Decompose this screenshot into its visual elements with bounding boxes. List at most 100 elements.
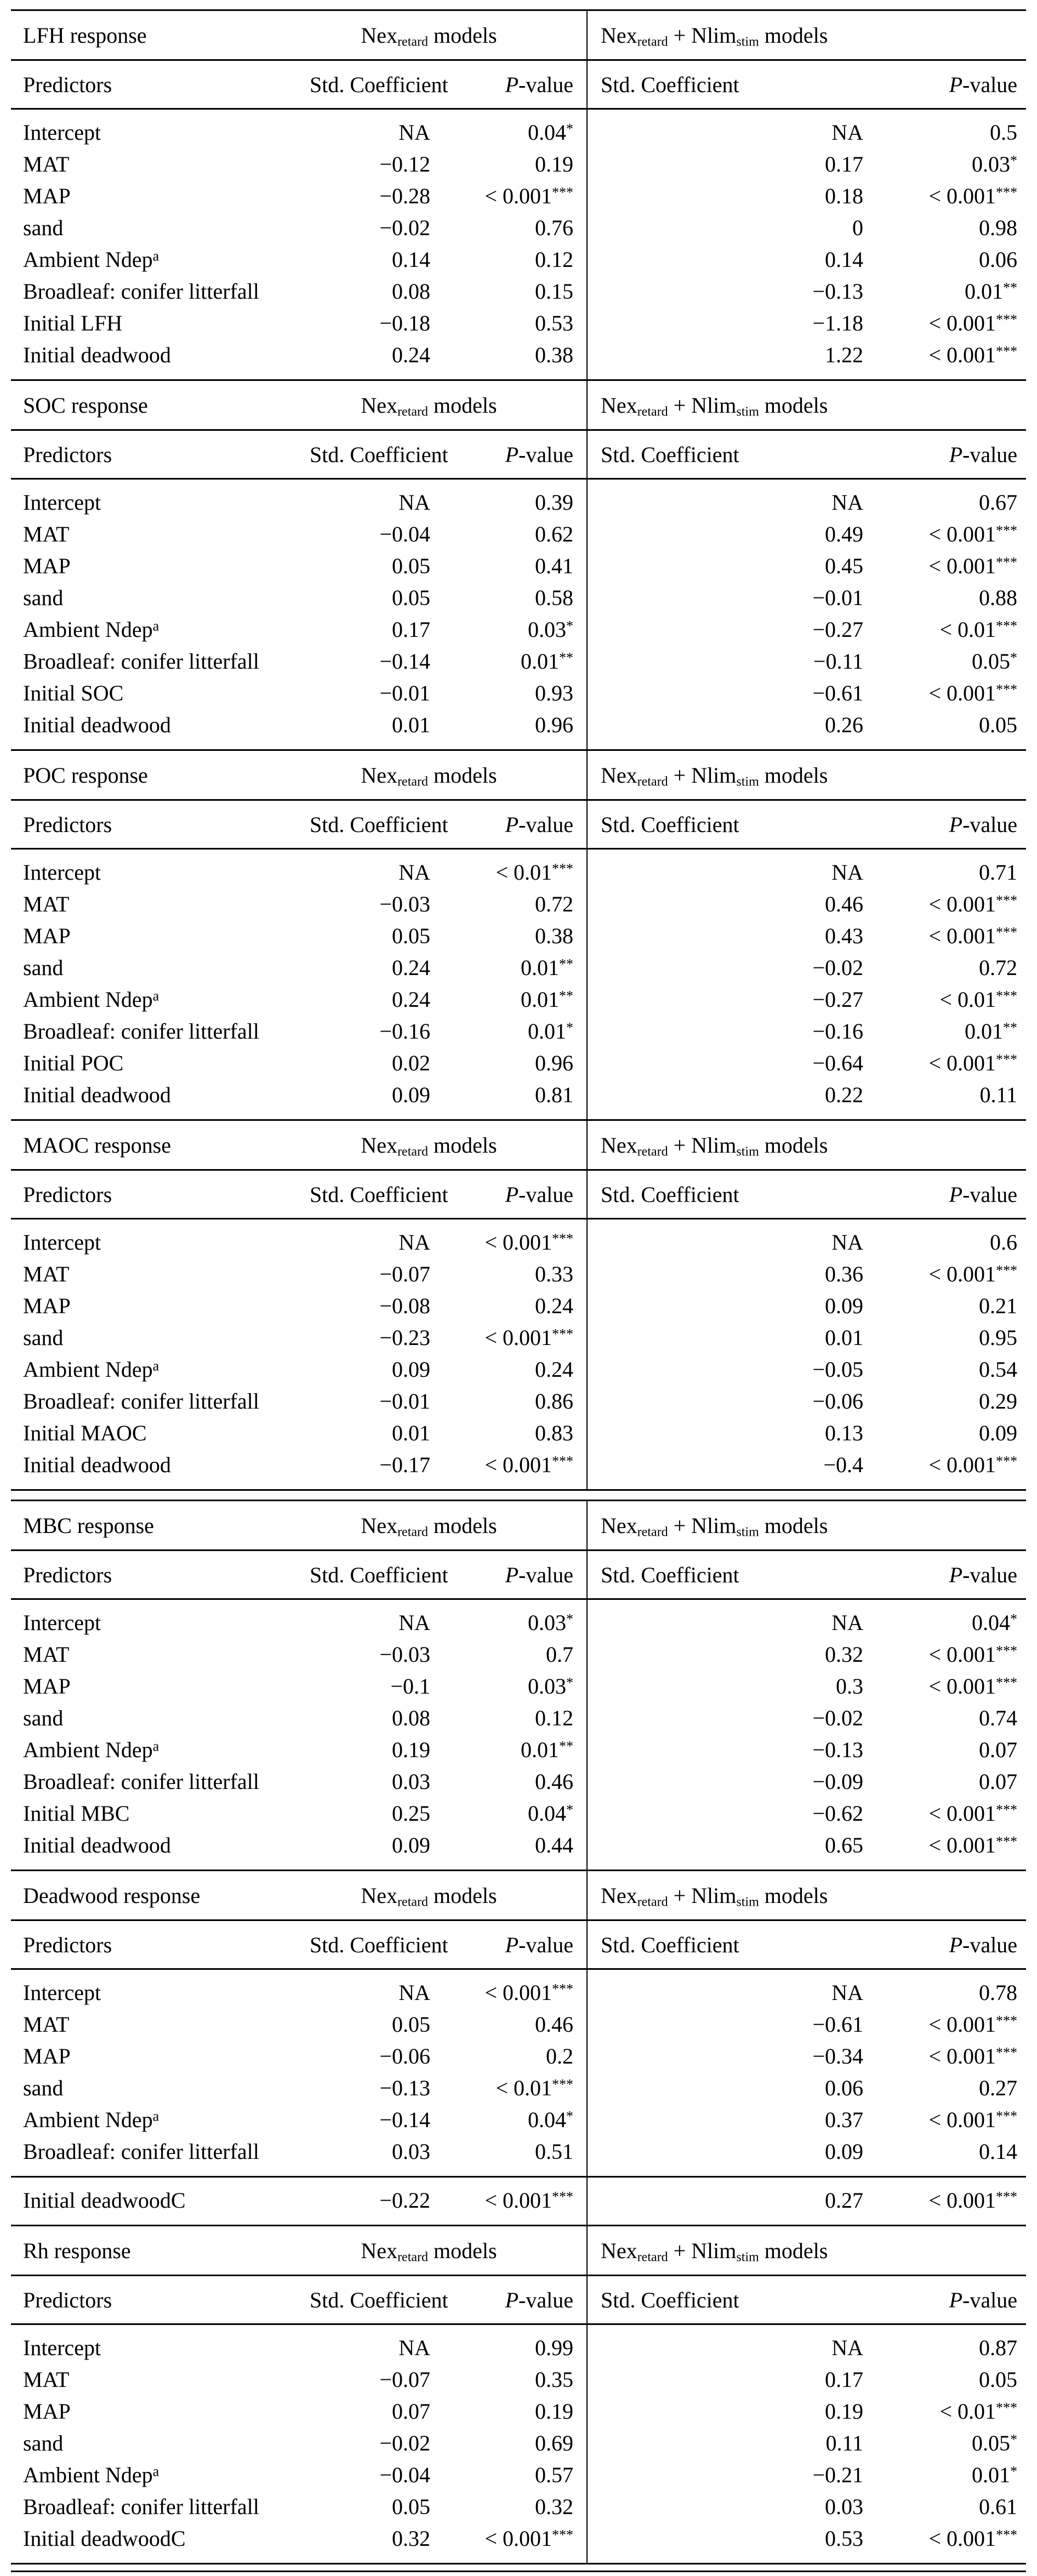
table-row: MAT 0.05 0.46 −0.61 < 0.001*** xyxy=(11,2008,1026,2040)
horizontal-rule xyxy=(11,1489,1026,1491)
p-value-cell: 0.03* xyxy=(528,1673,573,1699)
p-value-cell: 0.33 xyxy=(535,1261,573,1286)
section-header-row: Deadwood response Nexretard models Nexreta… xyxy=(11,1871,1026,1919)
coefficient-cell: 0.65 xyxy=(825,1832,863,1857)
table-row: Initial deadwood 0.24 0.38 1.22 < 0.001*** xyxy=(11,339,1026,371)
table-row: Initial deadwood 0.09 0.81 0.22 0.11 xyxy=(11,1079,1026,1110)
coefficient-cell: −0.02 xyxy=(812,1705,863,1730)
vertical-divider xyxy=(586,1501,588,1871)
coefficient-cell: −0.27 xyxy=(812,987,863,1012)
p-value-cell: < 0.01*** xyxy=(939,617,1017,642)
p-value-cell: < 0.001*** xyxy=(485,1980,573,2005)
p-value-cell: < 0.001*** xyxy=(928,2107,1017,2132)
p-value-cell: 0.96 xyxy=(535,712,573,737)
coefficient-cell: 0.17 xyxy=(392,617,430,642)
p-value-cell: 0.53 xyxy=(535,310,573,335)
predictor-cell: Initial deadwood xyxy=(23,342,171,367)
model-group2-header: Nexretard + Nlimstim models xyxy=(601,22,828,49)
predictor-cell: Broadleaf: conifer litterfall xyxy=(23,1388,259,1414)
coefficient-cell: 0.36 xyxy=(825,1261,863,1286)
coefficient-cell: 0.07 xyxy=(392,2398,430,2424)
p-value-cell: < 0.001*** xyxy=(928,342,1017,367)
p-value-cell: < 0.001*** xyxy=(485,1452,573,1477)
std-coefficient-header: Std. Coefficient xyxy=(310,1182,448,1207)
coefficient-cell: NA xyxy=(398,119,430,145)
horizontal-rule xyxy=(11,379,1026,381)
table-row: sand −0.02 0.69 0.11 0.05* xyxy=(11,2427,1026,2459)
coefficient-cell: −0.07 xyxy=(379,2367,430,2392)
table-row: Ambient Ndepa 0.09 0.24 −0.05 0.54 xyxy=(11,1353,1026,1385)
horizontal-rule xyxy=(11,1968,1026,1970)
coefficient-cell: −0.28 xyxy=(379,183,430,208)
p-value-cell: 0.24 xyxy=(535,1357,573,1382)
p-value-header: P-value xyxy=(505,442,573,467)
p-value-cell: 0.07 xyxy=(979,1737,1017,1762)
model-group2-header: Nexretard + Nlimstim models xyxy=(601,1883,828,1909)
predictor-cell: sand xyxy=(23,215,64,240)
table-row: sand −0.23 < 0.001*** 0.01 0.95 xyxy=(11,1321,1026,1353)
predictor-cell: MAP xyxy=(23,2043,71,2068)
section-header-row: Rh response Nexretard models Nexretard + N… xyxy=(11,2226,1026,2275)
coefficient-cell: −0.09 xyxy=(812,1769,863,1794)
coefficient-cell: 0.02 xyxy=(392,1050,430,1075)
p-value-cell: 0.81 xyxy=(535,1082,573,1107)
horizontal-rule xyxy=(11,2275,1026,2276)
p-value-cell: 0.01** xyxy=(521,1737,573,1762)
horizontal-rule xyxy=(11,2323,1026,2325)
model-group2-header: Nexretard + Nlimstim models xyxy=(601,1132,828,1159)
predictors-header: Predictors xyxy=(23,1182,112,1207)
p-value-cell: < 0.001*** xyxy=(485,1229,573,1255)
p-value-header: P-value xyxy=(949,1562,1017,1587)
coefficient-cell: NA xyxy=(398,1229,430,1255)
p-value-cell: 0.21 xyxy=(979,1293,1017,1318)
p-value-cell: 0.35 xyxy=(535,2367,573,2392)
p-value-cell: 0.05 xyxy=(979,2367,1017,2392)
p-value-cell: 0.04* xyxy=(528,2107,573,2132)
p-value-cell: 0.72 xyxy=(979,955,1017,980)
horizontal-rule xyxy=(11,108,1026,110)
model-group2-header: Nexretard + Nlimstim models xyxy=(601,1513,828,1539)
p-value-cell: 0.04* xyxy=(528,119,573,145)
table-section: POC response Nexretard models Nexretard + … xyxy=(11,751,1026,1121)
horizontal-rule xyxy=(11,59,1026,61)
p-value-cell: 0.87 xyxy=(979,2335,1017,2360)
coefficient-cell: 0.05 xyxy=(392,923,430,948)
p-value-cell: 0.38 xyxy=(535,923,573,948)
p-value-header: P-value xyxy=(949,72,1017,97)
table-row: MAP 0.05 0.38 0.43 < 0.001*** xyxy=(11,920,1026,951)
std-coefficient-header: Std. Coefficient xyxy=(310,442,448,467)
p-value-header: P-value xyxy=(949,2287,1017,2312)
p-value-cell: 0.12 xyxy=(535,247,573,272)
p-value-cell: 0.76 xyxy=(535,215,573,240)
coefficient-cell: 0.19 xyxy=(825,2398,863,2424)
regression-tables: LFH response Nexretard models Nexretard + … xyxy=(11,9,1026,2572)
coefficient-cell: 0.32 xyxy=(392,2526,430,2551)
predictor-cell: Initial deadwood xyxy=(23,1082,171,1107)
table-section: Rh response Nexretard models Nexretard + N… xyxy=(11,2226,1026,2564)
column-header-row: Predictors Std. Coefficient P-value Std. Co… xyxy=(11,431,1026,478)
model-group1-header: Nexretard models xyxy=(361,2238,497,2264)
coefficient-cell: −0.06 xyxy=(812,1388,863,1414)
predictor-cell: MAP xyxy=(23,553,71,578)
coefficient-cell: −0.4 xyxy=(823,1452,863,1477)
coefficient-cell: 0.53 xyxy=(825,2526,863,2551)
p-value-cell: 0.7 xyxy=(546,1642,573,1667)
coefficient-cell: NA xyxy=(831,1980,863,2005)
p-value-cell: 0.96 xyxy=(535,1050,573,1075)
p-value-cell: 0.32 xyxy=(535,2494,573,2519)
predictor-cell: MAP xyxy=(23,183,71,208)
coefficient-cell: NA xyxy=(831,489,863,515)
coefficient-cell: 0.18 xyxy=(825,183,863,208)
table-row: MAT −0.12 0.19 0.17 0.03* xyxy=(11,148,1026,180)
coefficient-cell: −0.1 xyxy=(390,1673,430,1699)
coefficient-cell: −0.02 xyxy=(812,955,863,980)
p-value-cell: < 0.001*** xyxy=(485,1325,573,1350)
p-value-cell: < 0.001*** xyxy=(928,2526,1017,2551)
coefficient-cell: 0.03 xyxy=(392,2139,430,2164)
coefficient-cell: 0.05 xyxy=(392,2011,430,2037)
table-row: Intercept NA 0.39 NA 0.67 xyxy=(11,486,1026,518)
predictor-cell: Initial deadwood xyxy=(23,1832,171,1857)
predictor-cell: Initial deadwood xyxy=(23,712,171,737)
coefficient-cell: −0.13 xyxy=(379,2075,430,2100)
